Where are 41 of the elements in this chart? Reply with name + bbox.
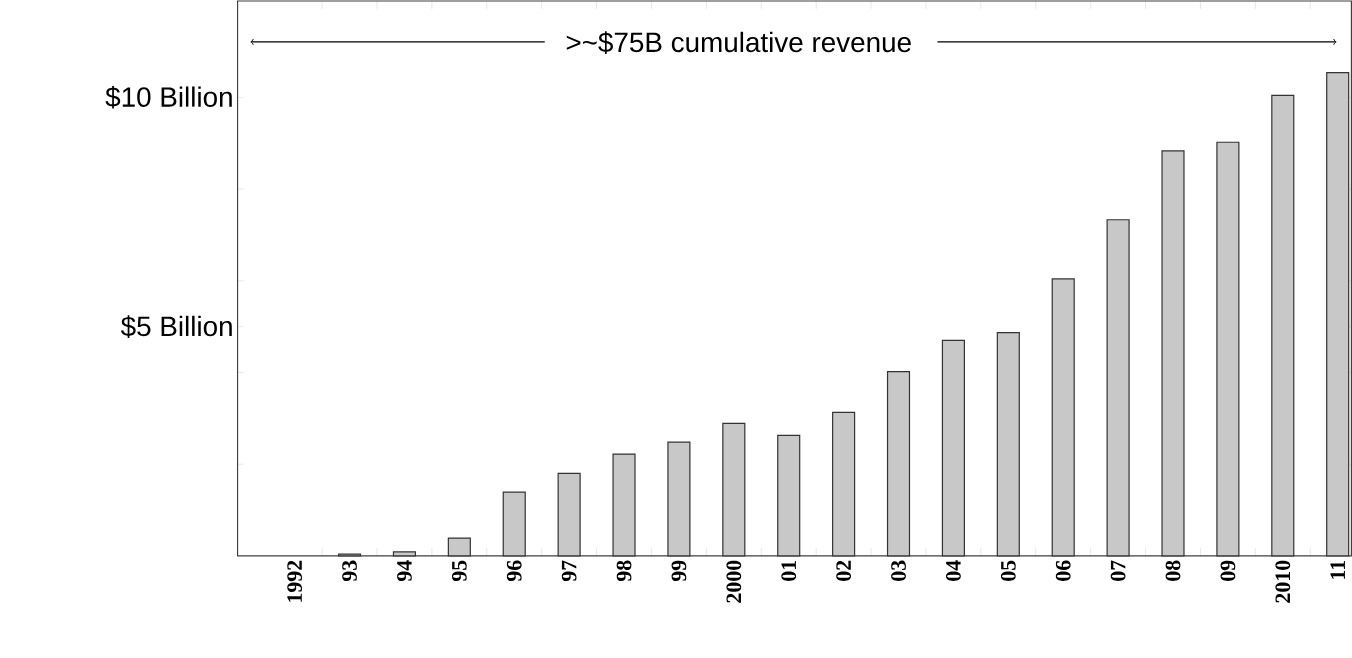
bar [996,332,1020,557]
x-tick-label: 96 [506,560,522,582]
x-tick-label: 11 [1330,561,1345,579]
x-tick-label: 01 [781,561,797,582]
bar [1326,72,1350,557]
x-tick-label: 03 [891,560,906,582]
bar [1216,141,1240,557]
x-tick-label: 2000 [726,560,742,603]
bar [1161,150,1185,557]
x-tick-label: 05 [1000,560,1016,582]
bar [886,371,911,557]
annotation: >~$75B cumulative revenue [566,31,911,54]
x-tick-label: 94 [397,560,412,582]
bar [941,339,965,557]
x-tick-label: 07 [1110,560,1126,582]
x-tick-label: 97 [561,560,577,582]
x-tick-label: 95 [451,560,467,582]
y-tick-label: $10 Billion [105,86,232,109]
bar [1106,219,1130,557]
bar [1051,278,1075,557]
bar [447,537,471,557]
y-tick-label: $5 Billion [120,315,232,339]
bar [502,491,526,557]
bar [557,472,581,557]
bar [722,422,746,557]
x-tick-label: 09 [1220,560,1236,582]
bar [392,551,417,557]
x-tick-label: 99 [671,560,687,582]
x-tick-label: 06 [1055,560,1071,582]
x-tick-label: 08 [1165,560,1181,582]
bar [1271,94,1295,557]
x-tick-label: 98 [616,560,632,582]
x-tick-label: 02 [836,560,851,582]
x-tick-label: 93 [342,560,357,582]
bar [667,441,691,557]
x-tick-label: 04 [946,560,961,582]
bar [612,453,636,557]
bar [777,434,801,557]
bar [832,411,856,557]
x-tick-label: 2010 [1275,560,1291,603]
x-tick-label: 1992 [287,560,302,602]
